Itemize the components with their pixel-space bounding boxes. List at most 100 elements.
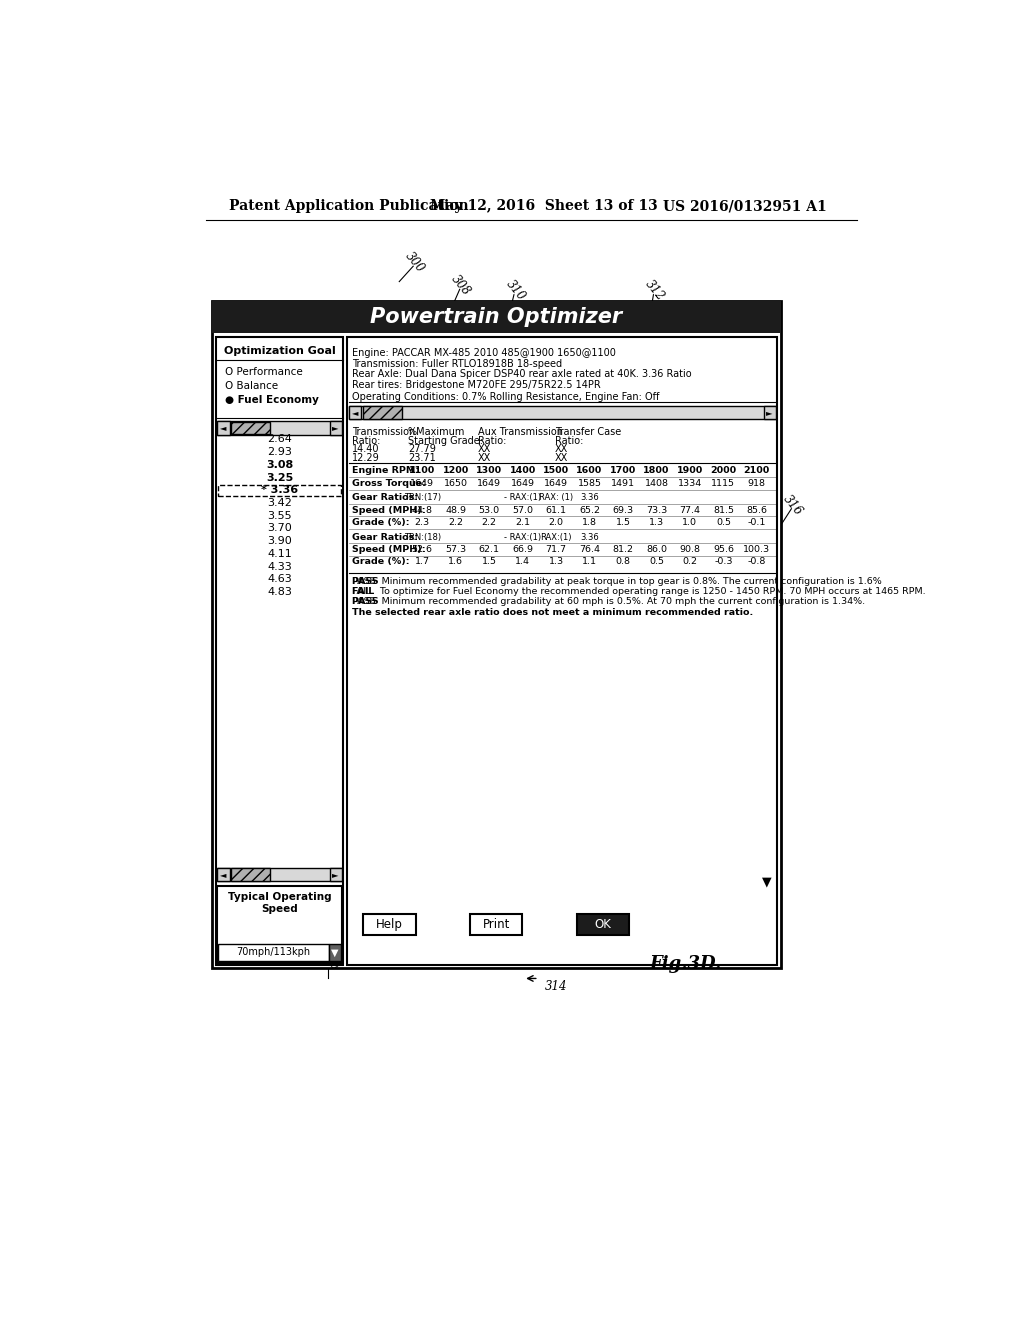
Text: 1900: 1900 bbox=[677, 466, 703, 475]
Text: 1.4: 1.4 bbox=[515, 557, 530, 566]
Bar bbox=[764, 405, 776, 420]
Text: ▼: ▼ bbox=[762, 875, 771, 888]
Text: 4.11: 4.11 bbox=[267, 549, 292, 558]
Text: 304: 304 bbox=[344, 906, 369, 931]
Text: -0.1: -0.1 bbox=[748, 517, 766, 527]
Text: RAX: (1): RAX: (1) bbox=[539, 494, 573, 503]
Text: 23.71: 23.71 bbox=[408, 453, 435, 462]
Text: Engine: PACCAR MX-485 2010 485@1900 1650@1100: Engine: PACCAR MX-485 2010 485@1900 1650… bbox=[352, 348, 615, 358]
Text: XX: XX bbox=[477, 444, 490, 454]
Text: 1.3: 1.3 bbox=[549, 557, 563, 566]
Text: Powertrain Optimizer: Powertrain Optimizer bbox=[371, 308, 623, 327]
Text: XX: XX bbox=[555, 453, 568, 462]
Text: 300: 300 bbox=[402, 249, 427, 275]
Text: TRN:(17): TRN:(17) bbox=[403, 494, 440, 503]
Text: 312: 312 bbox=[643, 279, 668, 304]
Text: 1649: 1649 bbox=[544, 479, 568, 487]
Text: ►: ► bbox=[766, 408, 773, 417]
Text: 918: 918 bbox=[748, 479, 766, 487]
Text: 1408: 1408 bbox=[644, 479, 669, 487]
Text: PASS  Minimum recommended gradability at 60 mph is 0.5%. At 70 mph the current c: PASS Minimum recommended gradability at … bbox=[352, 597, 865, 606]
Text: O Performance: O Performance bbox=[225, 367, 303, 378]
Text: Grade (%):: Grade (%): bbox=[352, 517, 410, 527]
Text: RAX:(1): RAX:(1) bbox=[541, 533, 571, 541]
Text: 1.5: 1.5 bbox=[481, 557, 497, 566]
Bar bbox=[217, 867, 229, 882]
Text: 62.1: 62.1 bbox=[478, 545, 500, 554]
Text: Starting Grade:: Starting Grade: bbox=[408, 436, 482, 446]
Text: Ratio:: Ratio: bbox=[477, 436, 506, 446]
Text: 3.42: 3.42 bbox=[267, 498, 292, 508]
Text: Print: Print bbox=[482, 917, 510, 931]
Text: 316: 316 bbox=[780, 492, 805, 517]
Text: 27.79: 27.79 bbox=[408, 444, 435, 454]
Text: Typical Operating
Speed: Typical Operating Speed bbox=[227, 892, 332, 913]
Text: 1585: 1585 bbox=[578, 479, 601, 487]
Text: Gear Ratios:: Gear Ratios: bbox=[352, 494, 418, 503]
Text: FAIL: FAIL bbox=[352, 586, 381, 595]
Text: Fig.3D.: Fig.3D. bbox=[650, 956, 722, 973]
Text: - RAX:(1): - RAX:(1) bbox=[504, 494, 541, 503]
Text: 0.5: 0.5 bbox=[716, 517, 731, 527]
Text: TRN:(18): TRN:(18) bbox=[403, 533, 440, 541]
Text: - RAX:(1): - RAX:(1) bbox=[504, 533, 541, 541]
Text: 61.1: 61.1 bbox=[546, 506, 566, 515]
Text: ►: ► bbox=[333, 870, 339, 879]
Text: 81.5: 81.5 bbox=[713, 506, 734, 515]
Text: 1600: 1600 bbox=[577, 466, 603, 475]
Bar bbox=[212, 301, 781, 333]
Text: 77.4: 77.4 bbox=[679, 506, 700, 515]
Bar bbox=[217, 867, 342, 882]
Text: 1.3: 1.3 bbox=[649, 517, 664, 527]
Text: 3.70: 3.70 bbox=[267, 524, 292, 533]
Text: 12.29: 12.29 bbox=[352, 453, 380, 462]
Text: US 2016/0132951 A1: US 2016/0132951 A1 bbox=[663, 199, 826, 213]
Text: 310: 310 bbox=[503, 279, 527, 304]
Text: Transfer Case: Transfer Case bbox=[555, 428, 622, 437]
Bar bbox=[362, 913, 416, 936]
Text: ▼: ▼ bbox=[331, 948, 339, 957]
Bar bbox=[217, 421, 342, 434]
Text: 100.3: 100.3 bbox=[743, 545, 770, 554]
Text: PASS: PASS bbox=[352, 597, 385, 606]
Text: 4.33: 4.33 bbox=[267, 561, 292, 572]
Text: 3.25: 3.25 bbox=[266, 473, 293, 483]
Text: Transmission: Transmission bbox=[352, 428, 415, 437]
Text: Grade (%):: Grade (%): bbox=[352, 557, 410, 566]
Text: 2.0: 2.0 bbox=[549, 517, 563, 527]
Text: 65.2: 65.2 bbox=[579, 506, 600, 515]
Text: Ratio:: Ratio: bbox=[352, 436, 380, 446]
Text: Speed (MPH):: Speed (MPH): bbox=[352, 506, 426, 515]
Text: 2.3: 2.3 bbox=[415, 517, 430, 527]
Text: 1334: 1334 bbox=[678, 479, 702, 487]
Text: 71.7: 71.7 bbox=[546, 545, 566, 554]
Text: 1115: 1115 bbox=[712, 479, 735, 487]
Text: 2.1: 2.1 bbox=[515, 517, 530, 527]
Text: 3.90: 3.90 bbox=[267, 536, 292, 546]
Text: 69.3: 69.3 bbox=[612, 506, 634, 515]
Bar bbox=[218, 484, 341, 496]
Text: 1649: 1649 bbox=[477, 479, 501, 487]
Text: 1649: 1649 bbox=[411, 479, 434, 487]
Text: 85.6: 85.6 bbox=[746, 506, 767, 515]
Text: 1100: 1100 bbox=[409, 466, 435, 475]
Text: * 3.36: * 3.36 bbox=[261, 486, 298, 495]
Text: 1.5: 1.5 bbox=[615, 517, 631, 527]
Text: 1800: 1800 bbox=[643, 466, 670, 475]
Text: PASS  Minimum recommended gradability at peak torque in top gear is 0.8%. The cu: PASS Minimum recommended gradability at … bbox=[352, 577, 882, 586]
Text: 1650: 1650 bbox=[443, 479, 468, 487]
Text: 44.8: 44.8 bbox=[412, 506, 433, 515]
Bar bbox=[231, 869, 270, 880]
Text: 57.3: 57.3 bbox=[445, 545, 466, 554]
Text: Gross Torque:: Gross Torque: bbox=[352, 479, 426, 487]
Bar bbox=[330, 867, 342, 882]
Text: May 12, 2016  Sheet 13 of 13: May 12, 2016 Sheet 13 of 13 bbox=[430, 199, 658, 213]
Bar bbox=[217, 886, 342, 964]
Text: 86.0: 86.0 bbox=[646, 545, 667, 554]
Text: 3.55: 3.55 bbox=[267, 511, 292, 520]
Bar bbox=[212, 301, 781, 969]
Bar bbox=[347, 337, 777, 965]
Text: OK: OK bbox=[595, 917, 611, 931]
Text: 302: 302 bbox=[252, 892, 275, 919]
Text: Aux Transmission: Aux Transmission bbox=[477, 428, 562, 437]
